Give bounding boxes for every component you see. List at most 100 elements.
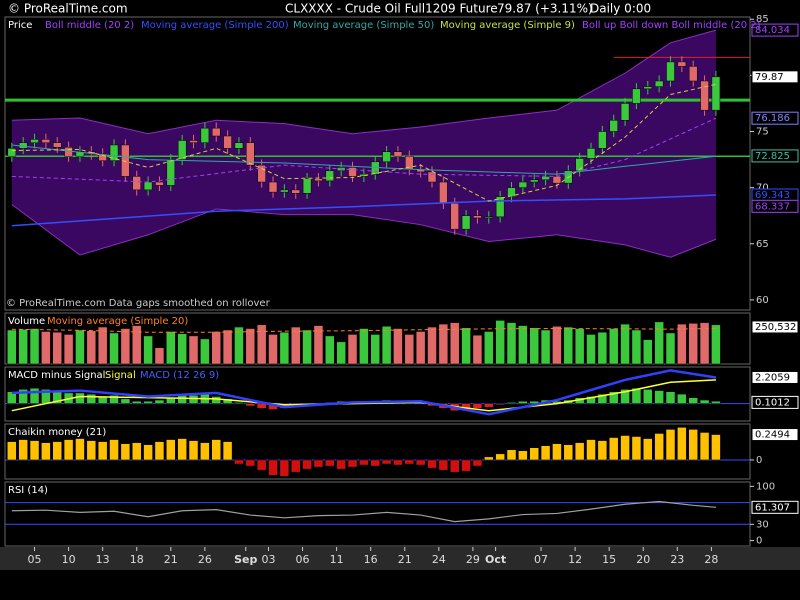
bar	[688, 397, 698, 404]
bar	[427, 459, 437, 469]
candle-body	[586, 148, 596, 159]
bar	[302, 459, 312, 470]
candle-body	[666, 61, 675, 82]
bar	[552, 443, 562, 461]
bar	[290, 459, 301, 473]
bar	[484, 331, 494, 365]
bar	[552, 326, 562, 365]
legend-entry: RSI (14)	[8, 485, 48, 496]
bar	[563, 444, 574, 461]
candle-body	[359, 173, 369, 177]
bar	[472, 403, 483, 409]
bar	[109, 395, 119, 404]
bar	[131, 325, 142, 365]
bar	[268, 459, 278, 476]
indicator-line	[11, 194, 716, 227]
candle-body	[518, 181, 528, 188]
bar	[415, 331, 426, 365]
candle-body	[143, 181, 153, 191]
candle-body	[166, 159, 176, 186]
value-box-label: 72.825	[755, 151, 790, 162]
legend-entry: Boll up Boll down Boll middle (20 2)	[582, 20, 761, 31]
x-tick-label: 07	[534, 553, 548, 566]
bar	[325, 459, 335, 467]
bar	[620, 389, 630, 404]
x-tick-label: 21	[398, 553, 412, 566]
bar	[143, 444, 153, 461]
bar	[677, 393, 687, 404]
x-tick-label: 20	[636, 553, 650, 566]
brand: © ProRealTime.com	[8, 2, 128, 16]
indicator-line	[11, 328, 716, 333]
value-box-label: 76.186	[755, 113, 790, 124]
x-tick-label: 29	[466, 553, 480, 566]
bar	[234, 326, 244, 365]
bar	[75, 329, 85, 365]
bar	[370, 459, 380, 467]
y-tick-label: 0	[756, 536, 762, 547]
candle-body	[632, 88, 641, 104]
candle-body	[427, 171, 437, 183]
bar	[518, 450, 528, 461]
legend-entry: Volume	[8, 316, 45, 327]
indicator-line	[11, 500, 716, 523]
candle-body	[541, 176, 550, 181]
bar	[688, 323, 698, 365]
candle-body	[439, 181, 448, 204]
bar	[404, 459, 415, 465]
value-box-label: 69.343	[755, 190, 790, 201]
bar	[563, 326, 574, 365]
legend-entry: Chaikin money (21)	[8, 427, 106, 438]
candle-body	[507, 187, 516, 197]
y-tick-label: 30	[756, 519, 769, 530]
bar	[665, 332, 676, 365]
x-tick-label: 18	[130, 553, 144, 566]
y-tick-label: 60	[756, 295, 769, 306]
x-tick-label: 05	[28, 553, 42, 566]
bar	[279, 459, 290, 477]
bar	[325, 335, 335, 365]
bar	[631, 387, 642, 404]
candle-body	[484, 216, 494, 219]
legend-entry: Boll middle (20 2)	[45, 20, 134, 31]
bar	[200, 338, 210, 365]
bar	[166, 331, 176, 365]
x-tick-label: 28	[704, 553, 718, 566]
bar	[381, 326, 392, 365]
candle-body	[280, 189, 289, 193]
legend-entry: Moving average (Simple 200)	[141, 20, 289, 31]
bar	[654, 390, 664, 404]
bar	[393, 328, 403, 365]
candle-body	[75, 151, 85, 157]
bar	[711, 400, 721, 404]
bar	[200, 442, 210, 461]
bar	[370, 334, 380, 365]
x-tick-label: 16	[364, 553, 378, 566]
bar	[529, 327, 539, 365]
x-tick-label: 15	[602, 553, 616, 566]
bar	[154, 347, 165, 365]
bar	[245, 459, 256, 467]
value-box	[751, 320, 799, 334]
bar	[97, 326, 108, 365]
indicator-line	[11, 83, 717, 202]
bar	[188, 440, 199, 461]
bar	[631, 329, 642, 365]
candle-body	[30, 139, 39, 143]
candle-body	[711, 76, 721, 111]
candle-body	[189, 140, 198, 143]
bar	[608, 328, 619, 365]
value-box	[751, 428, 799, 442]
legend-entry: MACD (12 26 9)	[140, 370, 219, 381]
candle-body	[302, 178, 312, 194]
bar	[438, 323, 449, 365]
bar	[518, 400, 528, 404]
x-tick-label: 21	[164, 553, 178, 566]
bollinger-lower	[11, 204, 717, 258]
candle-body	[393, 151, 403, 157]
bar	[643, 438, 653, 461]
bar	[665, 429, 676, 461]
bar	[63, 334, 74, 365]
bar	[29, 328, 40, 365]
